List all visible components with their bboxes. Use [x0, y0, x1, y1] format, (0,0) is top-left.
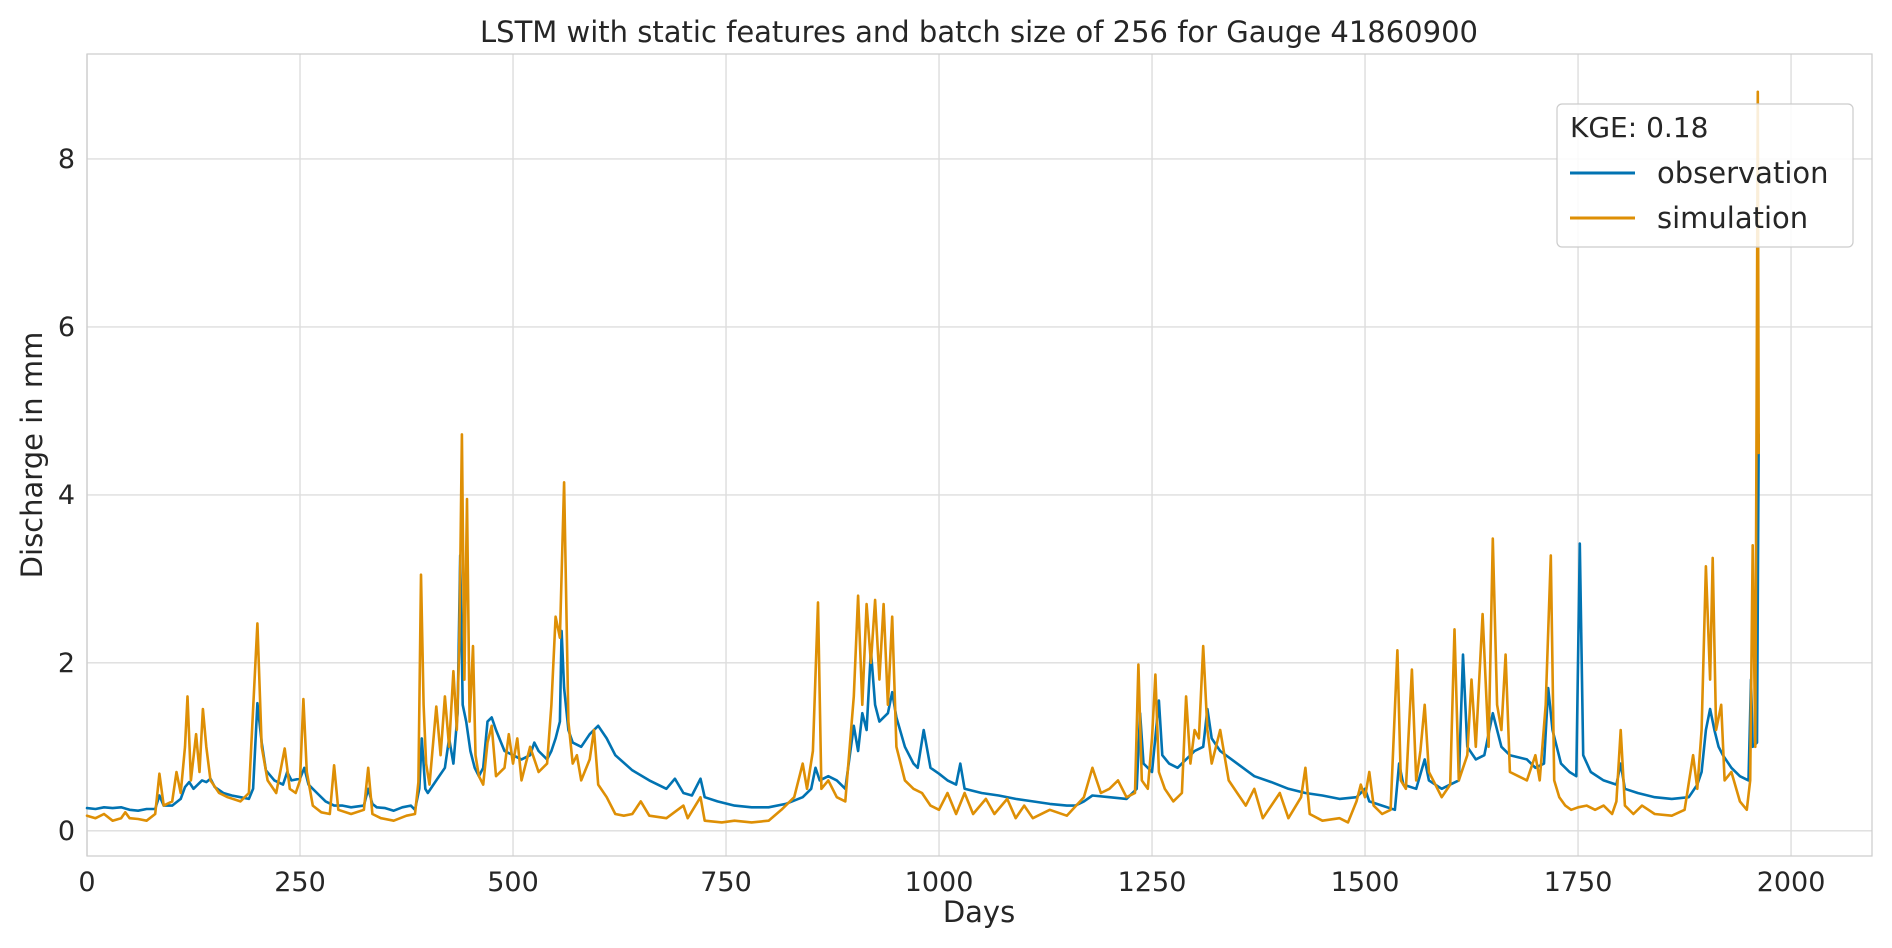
- y-axis-ticks: 0 2 4 6 8: [58, 144, 75, 847]
- y-tick-label: 4: [58, 480, 75, 511]
- x-axis-title: Days: [943, 895, 1015, 929]
- plot-frame: [86, 53, 1873, 857]
- x-tick-label: 500: [487, 867, 539, 898]
- x-tick-label: 250: [274, 867, 326, 898]
- legend-label-observation: observation: [1657, 156, 1829, 190]
- series-layer: [85, 90, 1760, 824]
- x-axis-ticks: 0 250 500 750 1000 1250 1500 1750 2000: [78, 867, 1825, 898]
- x-tick-label: 750: [700, 867, 752, 898]
- x-tick-label: 0: [78, 867, 95, 898]
- y-axis-title: Discharge in mm: [15, 332, 49, 579]
- x-tick-label: 1250: [1118, 867, 1187, 898]
- chart-title: LSTM with static features and batch size…: [480, 15, 1478, 49]
- x-tick-label: 1500: [1331, 867, 1400, 898]
- y-tick-label: 8: [58, 144, 75, 175]
- legend: KGE: 0.18 observation simulation: [1556, 103, 1854, 248]
- y-tick-label: 6: [58, 312, 75, 343]
- x-tick-label: 1000: [905, 867, 974, 898]
- legend-box: [1556, 103, 1854, 248]
- legend-label-simulation: simulation: [1657, 201, 1808, 235]
- series-line-simulation: [85, 90, 1760, 824]
- x-tick-label: 2000: [1757, 867, 1826, 898]
- legend-title: KGE: 0.18: [1570, 111, 1708, 144]
- y-tick-label: 0: [58, 816, 75, 847]
- x-tick-label: 1750: [1544, 867, 1613, 898]
- y-tick-label: 2: [58, 648, 75, 679]
